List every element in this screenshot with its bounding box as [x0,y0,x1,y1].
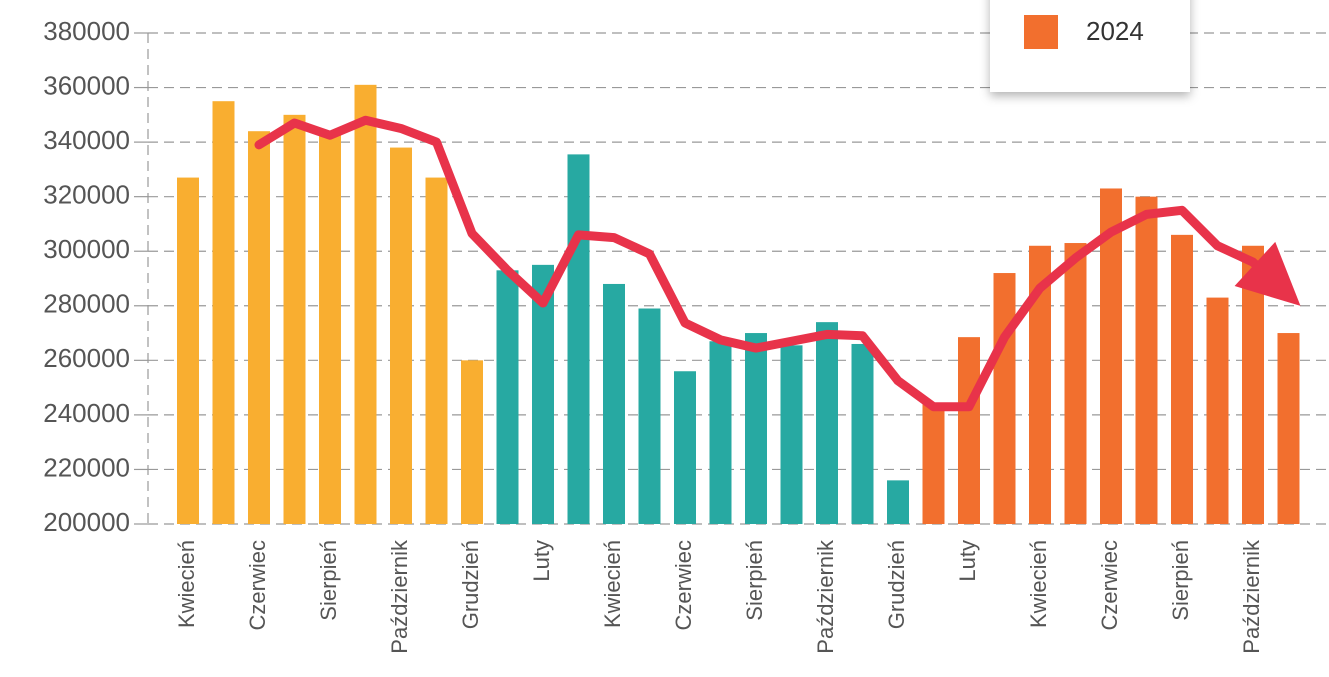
bar [390,147,412,525]
x-tick-label: Sierpień [742,540,767,621]
x-tick-label: Październik [813,539,838,654]
trend-layer [254,115,1301,412]
x-tick-label: Kwiecień [600,540,625,628]
x-tick-label: Czerwiec [1097,540,1122,630]
bar [816,322,838,524]
x-tick-label: Sierpień [316,540,341,621]
bars: Kwiecień Czerwiec Sierpień Październik Grudz… [174,84,1300,654]
bar [248,131,270,524]
x-tick-label: Czerwiec [671,540,696,630]
x-tick-label: Czerwiec [245,540,270,630]
y-tick-label: 380000 [43,16,130,46]
bar [354,84,377,525]
bar [674,371,696,524]
bar [1029,245,1051,524]
bar [922,403,945,524]
bar [1277,333,1300,524]
bar [461,360,483,524]
x-tick-label: Kwiecień [174,540,199,628]
bar [993,273,1016,524]
bar [603,283,625,524]
y-tick-label: 320000 [43,180,130,210]
bar [319,133,341,524]
x-tick-label: Luty [529,540,554,582]
x-tick-label: Kwiecień [1026,540,1051,628]
trend-arrowhead [1234,241,1301,306]
x-tick-label: Luty [955,540,980,582]
bar [1242,245,1264,524]
bar [780,345,803,524]
x-tick-label: Październik [1239,539,1264,654]
x-tick-label: Grudzień [458,540,483,629]
bar [1206,297,1229,524]
y-tick-label: 300000 [43,234,130,264]
bar [1135,196,1158,524]
bar [532,264,554,524]
y-tick-label: 360000 [43,70,130,100]
bar [638,308,661,524]
bar [1171,234,1193,524]
legend-swatch [1024,15,1058,49]
y-tick-label: 200000 [43,507,130,537]
bar [1100,188,1122,524]
y-tick-label: 240000 [43,398,130,428]
bar [567,154,590,524]
legend: 2024 [990,0,1190,92]
trend-line [254,115,1293,412]
grid: 200000 220000 240000 260000 280000 300000 3200… [43,16,1329,537]
bar [425,177,448,525]
y-tick-label: 280000 [43,289,130,319]
bar [177,177,199,525]
bar [958,337,980,524]
bar [887,480,909,524]
legend-box [990,0,1190,92]
bar [851,343,874,524]
y-tick-label: 260000 [43,343,130,373]
bar [1064,243,1087,525]
y-tick-label: 340000 [43,125,130,155]
legend-label: 2024 [1086,16,1144,46]
x-tick-label: Sierpień [1168,540,1193,621]
bar [283,114,306,524]
bar [212,101,235,524]
bar [745,333,767,524]
bar [709,341,732,524]
x-tick-label: Październik [387,539,412,654]
bar [496,270,519,524]
y-tick-label: 220000 [43,452,130,482]
x-tick-label: Grudzień [884,540,909,629]
